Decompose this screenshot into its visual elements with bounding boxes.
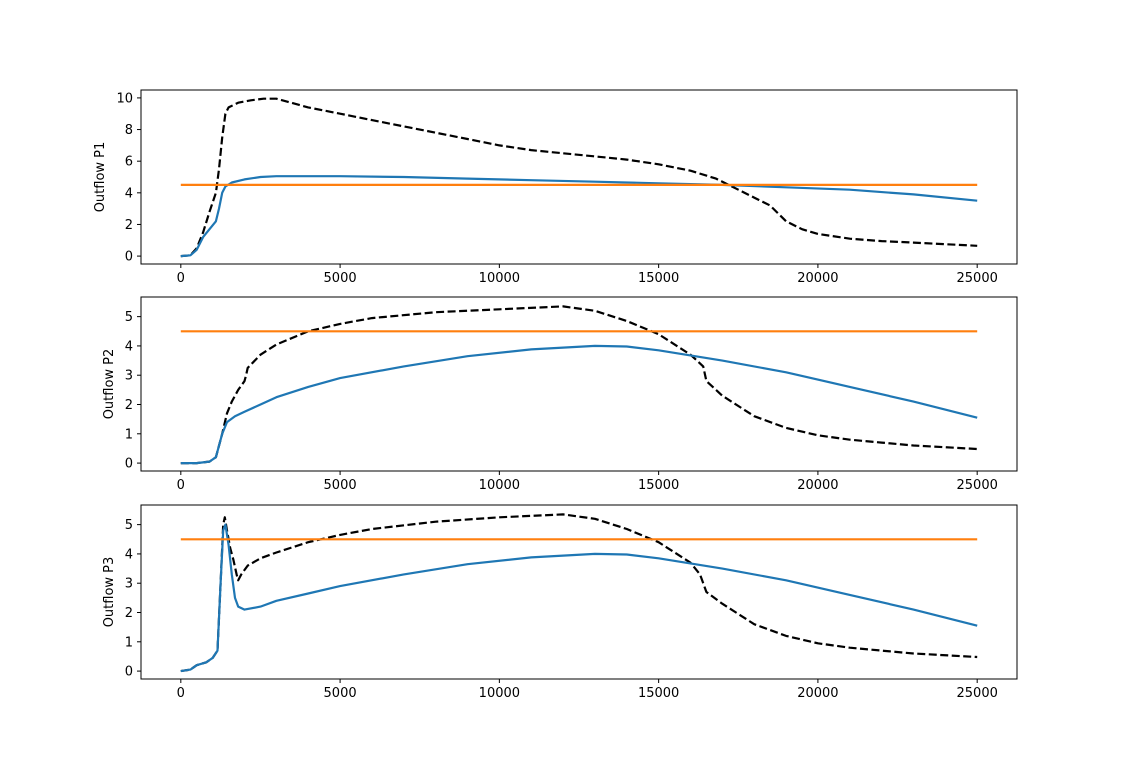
subplot-1: 0 5000 10000 15000 20000 25000 0 2 4 6 8 10 Outflow … <box>93 89 1018 286</box>
y-tick-label: 0 <box>125 457 133 472</box>
x-tick-label: 15000 <box>638 686 679 701</box>
x-tick-label: 20000 <box>797 271 838 286</box>
x-tick-label: 15000 <box>638 271 679 286</box>
y-tick-label: 8 <box>125 123 133 138</box>
y-tick-label: 1 <box>125 427 133 442</box>
series-line-1 <box>180 97 978 258</box>
series-line-2 <box>180 523 978 673</box>
y-tick-label: 3 <box>125 369 133 384</box>
series-line-1 <box>180 305 978 465</box>
x-tick-label: 15000 <box>638 478 679 493</box>
x-tick-label: 0 <box>177 478 185 493</box>
y-tick-label: 0 <box>125 250 133 265</box>
x-tick-label: 25000 <box>957 686 998 701</box>
axes-frame <box>140 296 1018 472</box>
axes-frame <box>140 89 1018 265</box>
y-tick-label: 1 <box>125 635 133 650</box>
x-tick-label: 25000 <box>957 478 998 493</box>
y-tick-label: 4 <box>125 547 133 562</box>
subplot-2: 0 5000 10000 15000 20000 25000 0 1 2 3 4 5 Outflow P… <box>102 296 1018 493</box>
x-tick-label: 10000 <box>479 686 520 701</box>
y-tick-label: 6 <box>125 155 133 170</box>
series-line-2 <box>180 344 978 465</box>
y-tick-label: 2 <box>125 606 133 621</box>
y-tick-label: 2 <box>125 218 133 233</box>
y-axis-label: Outflow P2 <box>102 349 117 420</box>
x-tick-label: 25000 <box>957 271 998 286</box>
x-tick-label: 5000 <box>324 478 357 493</box>
x-tick-label: 5000 <box>324 271 357 286</box>
y-tick-label: 0 <box>125 665 133 680</box>
y-tick-label: 5 <box>125 310 133 325</box>
x-tick-label: 10000 <box>479 478 520 493</box>
y-tick-label: 5 <box>125 518 133 533</box>
y-axis-label: Outflow P3 <box>102 557 117 628</box>
x-tick-label: 5000 <box>324 686 357 701</box>
x-tick-label: 0 <box>177 271 185 286</box>
y-tick-label: 3 <box>125 577 133 592</box>
x-tick-label: 20000 <box>797 686 838 701</box>
x-tick-label: 0 <box>177 686 185 701</box>
y-tick-label: 2 <box>125 398 133 413</box>
x-tick-label: 20000 <box>797 478 838 493</box>
x-tick-label: 10000 <box>479 271 520 286</box>
axes-frame <box>140 504 1018 680</box>
y-axis-label: Outflow P1 <box>93 142 108 213</box>
subplot-3: 0 5000 10000 15000 20000 25000 0 1 2 3 4 5 Outflow P… <box>102 504 1018 701</box>
y-tick-label: 4 <box>125 339 133 354</box>
y-tick-label: 4 <box>125 186 133 201</box>
y-tick-label: 10 <box>116 91 133 106</box>
subplots: 0 5000 10000 15000 20000 250000246810Outflow … <box>93 89 1018 701</box>
